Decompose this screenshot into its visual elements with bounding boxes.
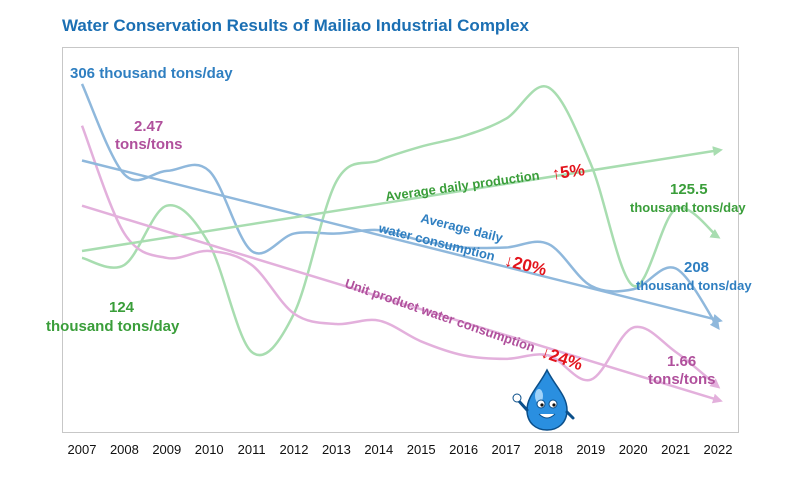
production-trend-arrow [81,146,723,253]
unit-trend-label: Unit product water consumption [343,276,537,355]
x-tick-label: 2010 [195,442,224,457]
x-tick-label: 2021 [661,442,690,457]
unit-water-curve [80,125,721,389]
x-tick-label: 2008 [110,442,139,457]
x-tick-label: 2013 [322,442,351,457]
x-tick-label: 2017 [492,442,521,457]
x-tick-label: 2015 [407,442,436,457]
production-start-unit: thousand tons/day [46,318,180,335]
unit-end-unit: tons/tons [648,371,716,388]
water-trend-arrow [81,159,723,324]
unit-end-value: 1.66 [667,353,696,370]
water-drop-mascot-icon [512,368,575,431]
water-end-value: 208 [684,259,709,276]
chart-title: Water Conservation Results of Mailiao In… [62,16,529,35]
plot-frame [62,47,739,433]
production-end-unit: thousand tons/day [630,200,746,215]
x-tick-label: 2011 [238,442,266,457]
x-tick-label: 2014 [364,442,393,457]
x-tick-label: 2016 [449,442,478,457]
unit-start-value: 2.47 [134,118,163,135]
production-end-value: 125.5 [670,181,708,198]
x-tick-label: 2020 [619,442,648,457]
x-tick-label: 2022 [704,442,733,457]
water-trend-percent: ↓20% [503,251,549,280]
water-start-label: 306 thousand tons/day [70,65,233,82]
production-curve [81,85,721,357]
unit-start-unit: tons/tons [115,136,183,153]
production-start-value: 124 [109,299,135,316]
x-tick-label: 2018 [534,442,563,457]
x-tick-label: 2009 [152,442,181,457]
x-tick-label: 2007 [68,442,97,457]
unit-trend-percent: ↓24% [539,342,585,374]
production-trend-label: Average daily production [384,167,540,204]
x-tick-label: 2019 [576,442,605,457]
water-end-unit: thousand tons/day [636,278,752,293]
production-trend-percent: ↑5% [551,160,586,183]
x-tick-label: 2012 [280,442,309,457]
water-consumption-curve [80,83,720,330]
unit-trend-arrow [81,204,723,404]
